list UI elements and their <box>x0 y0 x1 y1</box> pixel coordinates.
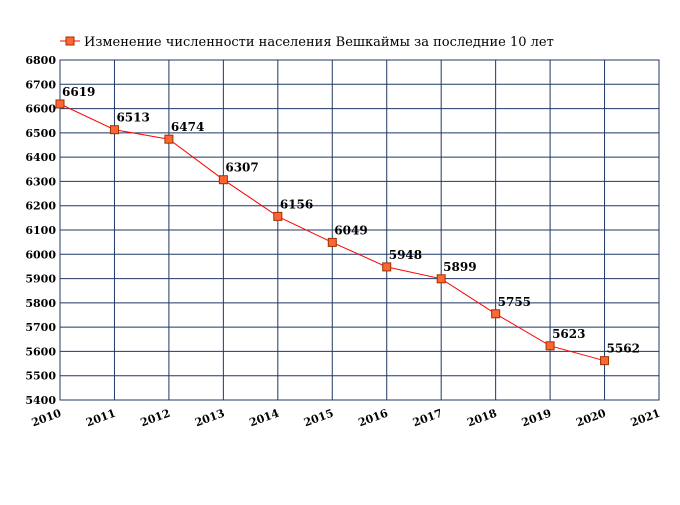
x-tick-label: 2011 <box>84 407 117 430</box>
x-tick-label: 2013 <box>193 407 226 430</box>
x-tick-label: 2012 <box>139 407 172 430</box>
data-point-label: 6619 <box>62 85 95 99</box>
x-tick-label: 2017 <box>411 407 444 430</box>
data-point-marker <box>600 356 610 366</box>
y-tick-label: 6200 <box>25 200 56 213</box>
data-point-label: 5948 <box>389 248 422 262</box>
y-tick-label: 5900 <box>25 273 56 286</box>
data-point-label: 6156 <box>280 197 313 211</box>
x-tick-label: 2015 <box>302 407 335 430</box>
x-tick-label: 2010 <box>30 406 64 429</box>
data-point-marker <box>109 125 119 135</box>
y-tick-label: 6800 <box>25 54 56 67</box>
x-tick-label: 2016 <box>357 406 391 429</box>
legend: Изменение численности населения Вешкаймы… <box>60 35 554 50</box>
data-point-label: 5899 <box>443 260 476 274</box>
legend-label: Изменение численности населения Вешкаймы… <box>84 35 554 50</box>
data-point-marker <box>55 99 65 109</box>
data-point-label: 6307 <box>225 161 258 175</box>
data-point-label: 5623 <box>552 327 585 341</box>
y-tick-label: 5800 <box>25 297 56 310</box>
y-tick-label: 6400 <box>25 151 56 164</box>
y-tick-label: 6700 <box>25 78 56 91</box>
data-point-marker <box>382 262 392 272</box>
data-labels: 6619 6513 6474 6307 6156 6049 5948 5899 5755 5623… <box>62 85 640 356</box>
x-tick-label: 2018 <box>465 406 499 429</box>
data-point-label: 5755 <box>498 295 531 309</box>
y-tick-label: 6300 <box>25 175 56 188</box>
data-point-marker <box>436 274 446 284</box>
data-point-marker <box>218 175 228 185</box>
y-tick-label: 6500 <box>25 127 56 140</box>
series-layer <box>55 99 610 366</box>
y-tick-label: 6100 <box>25 224 56 237</box>
grid <box>59 59 660 401</box>
y-tick-label: 5700 <box>25 321 56 334</box>
legend-marker <box>65 36 75 46</box>
data-point-marker <box>164 134 174 144</box>
y-tick-label: 5500 <box>25 370 56 383</box>
y-tick-label: 5400 <box>25 394 56 407</box>
data-point-marker <box>491 309 501 319</box>
data-point-marker <box>273 211 283 221</box>
data-point-label: 5562 <box>607 342 640 356</box>
y-axis-ticks: 5400 5500 5600 5700 5800 5900 6000 6100 6200 6300… <box>25 54 56 407</box>
data-point-label: 6513 <box>116 111 149 125</box>
x-tick-label: 2014 <box>248 406 282 429</box>
x-tick-label: 2020 <box>574 406 608 429</box>
y-tick-label: 6600 <box>25 103 56 116</box>
plot-border <box>59 59 660 401</box>
y-tick-label: 6000 <box>25 248 56 261</box>
data-point-label: 6049 <box>334 223 367 237</box>
x-tick-label: 2019 <box>520 407 553 430</box>
x-tick-label: 2021 <box>629 407 662 430</box>
data-point-marker <box>327 237 337 247</box>
data-point-label: 6474 <box>171 120 204 134</box>
y-tick-label: 5600 <box>25 345 56 358</box>
data-point-marker <box>545 341 555 351</box>
x-axis-ticks: 2010 2011 2012 2013 2014 2015 2016 2017 2018 2019… <box>30 406 662 429</box>
